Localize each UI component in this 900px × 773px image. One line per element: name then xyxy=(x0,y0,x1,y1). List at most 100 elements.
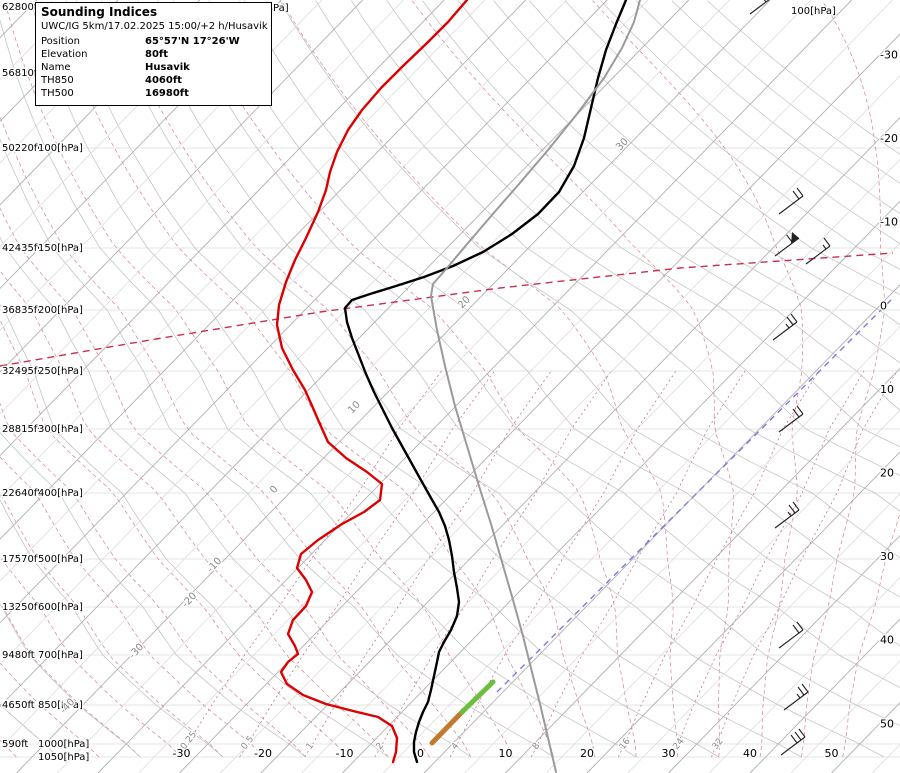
sounding-curves-group xyxy=(275,0,641,773)
dry-adiabat-line xyxy=(30,0,719,758)
isotherm-minor xyxy=(0,0,241,248)
isotherm-line xyxy=(0,0,282,290)
dry-adiabat-line xyxy=(0,603,141,758)
barb-full-tick xyxy=(792,501,800,511)
moist-adiabat-line xyxy=(109,0,596,758)
bottom-temp-label: 20 xyxy=(580,747,594,760)
pressure-label: 850[hPa] xyxy=(38,700,83,711)
pressure-label: 250[hPa] xyxy=(38,366,83,377)
panel-row: Name Husavik xyxy=(41,61,266,74)
wind-barb xyxy=(778,621,804,649)
moist-adiabat-line xyxy=(0,115,472,758)
isotherm-line xyxy=(97,0,853,773)
mixing-ratio-label: 1 xyxy=(305,741,316,752)
barb-full-tick xyxy=(786,234,794,244)
barb-half-tick xyxy=(796,693,801,699)
dry-adiabat-line xyxy=(0,18,637,758)
barb-full-tick xyxy=(794,731,802,741)
isotherm-minor xyxy=(0,0,649,665)
pressure-label: 500[hPa] xyxy=(38,554,83,565)
moist-adiabat-line xyxy=(0,603,141,758)
moist-adiabat-line xyxy=(0,207,430,758)
moist-adiabat-line xyxy=(51,0,554,758)
dry-adiabat-line xyxy=(529,0,900,295)
isotherm-line xyxy=(423,284,900,773)
row-value: 80ft xyxy=(145,49,169,60)
right-temp-label: 30 xyxy=(880,550,894,563)
blue-dashed-reference xyxy=(496,297,894,693)
isotherm-minor xyxy=(0,0,730,749)
isotherm-minor xyxy=(383,242,900,773)
altitude-label: 62800ft xyxy=(2,2,41,13)
barb-flag xyxy=(791,232,799,244)
barb-half-tick xyxy=(787,511,792,517)
wind-barb xyxy=(749,0,770,15)
moist-adiabat-line xyxy=(281,0,678,758)
mixing-ratio-label: 32 xyxy=(711,737,726,752)
moist-adiabat-line xyxy=(0,456,265,758)
right-temp-label: -10 xyxy=(880,216,898,229)
moist-adiabat-line xyxy=(0,270,389,758)
wind-barb xyxy=(780,728,806,756)
adiabat-inline-label: 20 xyxy=(456,294,473,311)
dry-adiabat-line xyxy=(386,0,900,448)
row-label: TH500 xyxy=(41,88,74,99)
adiabat-inline-label: -30 xyxy=(127,642,146,661)
right-temp-label: 40 xyxy=(880,634,894,647)
barb-half-tick xyxy=(822,244,827,250)
wind-barb xyxy=(778,405,804,433)
adiabat-inline-label: 10 xyxy=(346,399,363,416)
isotherm-minor xyxy=(546,409,900,773)
barb-half-tick xyxy=(785,323,790,329)
pressure-label: 300[hPa] xyxy=(38,424,83,435)
moist-adiabat-line xyxy=(0,662,100,758)
pressure-label: 150[hPa] xyxy=(38,243,83,254)
dry-adiabat-line xyxy=(635,0,900,214)
isotherm-line xyxy=(0,0,445,457)
dry-adiabat-line xyxy=(0,498,224,758)
wind-barb xyxy=(774,501,800,529)
barb-full-tick xyxy=(798,728,806,738)
mixing-ratio-line xyxy=(449,370,677,758)
altitude-label: 42435ft xyxy=(2,243,41,254)
dry-adiabat-line xyxy=(101,0,885,758)
altitude-label: 9480ft xyxy=(2,650,35,661)
altitude-label: 17570ft xyxy=(2,554,41,565)
clipped-pressure-label: Pa] xyxy=(273,3,289,14)
bottom-temp-label: -20 xyxy=(254,747,272,760)
barb-full-tick xyxy=(786,316,794,326)
barb-half-tick xyxy=(763,0,767,3)
dry-adiabat-line xyxy=(422,0,900,411)
dry-adiabat-line xyxy=(0,704,58,758)
altitude-label: 590ft xyxy=(2,739,28,750)
barb-full-tick xyxy=(792,408,800,418)
isotherm-line xyxy=(505,367,900,773)
barb-full-tick xyxy=(801,683,809,693)
mixing-ratio-line xyxy=(711,370,898,758)
dry-adiabat-line xyxy=(0,138,554,758)
bottom-temp-label: 40 xyxy=(743,747,757,760)
panel-row: Position 65°57'N 17°26'W xyxy=(41,35,266,48)
wind-barb xyxy=(778,187,804,215)
wind-barbs-group xyxy=(749,0,831,756)
row-value: 65°57'N 17°26'W xyxy=(145,36,240,47)
pressure-label: 200[hPa] xyxy=(38,305,83,316)
special-lines-group xyxy=(0,252,894,693)
mixing-ratio-group xyxy=(178,370,898,758)
barb-full-tick xyxy=(792,190,800,200)
parcel-path-curve xyxy=(430,0,641,773)
dewpoint-curve xyxy=(275,0,469,764)
dry-adiabat-line xyxy=(65,0,802,758)
pressure-label: 600[hPa] xyxy=(38,602,83,613)
dry-adiabat-line xyxy=(137,0,900,726)
panel-row: Elevation 80ft xyxy=(41,48,266,61)
barb-full-tick xyxy=(797,686,805,696)
dry-adiabat-line xyxy=(0,236,472,758)
pressure-label: 100[hPa] xyxy=(38,143,83,154)
row-label: Name xyxy=(41,62,71,73)
pressure-label: 1000[hPa] xyxy=(38,739,89,750)
isotherm-minor xyxy=(0,0,323,331)
